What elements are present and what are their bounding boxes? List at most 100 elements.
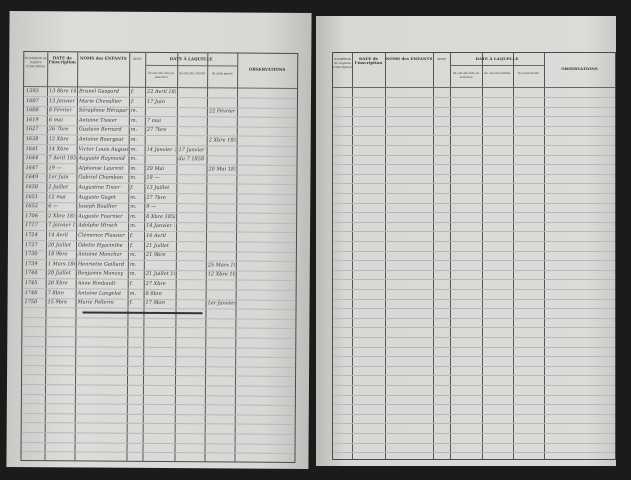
row-names: Brunel Gaspard (79, 88, 120, 95)
ruled-line (333, 173, 615, 175)
row-number: 1706 (25, 212, 38, 219)
row-date: 7 8bre (47, 289, 65, 296)
row-names: Adolphe Hirsch (78, 222, 118, 230)
row-placed: 9 — (146, 204, 157, 211)
ruled-line (333, 442, 615, 444)
row-placed: 21 9bre (145, 252, 166, 259)
row-date: 8 Février (48, 107, 73, 114)
ruled-line (22, 345, 296, 349)
ruled-line (333, 164, 615, 166)
ruled-line (333, 289, 615, 290)
row-names: Auguste Raymond (78, 155, 125, 162)
row-date: 6 mai (48, 117, 63, 124)
ruled-line (333, 337, 615, 338)
header-number: NUMÉROS du registre d'inscription (333, 57, 353, 69)
row-names: Antoine Moncher (77, 251, 122, 258)
column-divider (544, 53, 545, 459)
ruled-line (333, 317, 615, 319)
row-date: 2 Juillet (48, 184, 69, 191)
ruled-line (333, 308, 615, 310)
column-divider (450, 53, 451, 459)
ruled-line (333, 135, 615, 137)
row-date: 26 7bre (48, 126, 69, 133)
ruled-line (333, 375, 615, 377)
row-names: Odette Hyacinthe (77, 242, 123, 249)
header-sex: SEXE (132, 56, 142, 61)
row-number: 1739 (24, 260, 38, 267)
group-divider (450, 65, 544, 66)
header-date-group: DATE À LAQUELLE (475, 56, 519, 61)
ruled-line (333, 260, 615, 262)
row-number: 1638 (25, 136, 39, 143)
column-divider (174, 53, 179, 462)
row-placed: 27 Xbre (145, 280, 166, 288)
row-names: Joseph Boullier (78, 203, 117, 210)
row-placed: 27 7bre (146, 127, 167, 134)
column-divider (204, 53, 209, 462)
row-date: 14 Xbre (48, 145, 69, 152)
row-placed: 8 8bre (145, 290, 163, 297)
row-placed: 21 Juillet 1861 (145, 271, 175, 278)
row-died: 25 Mars 1861 (207, 262, 235, 269)
ruled-line (21, 422, 295, 426)
ruled-line (22, 336, 296, 339)
row-died: 12 Xbre 1861 (207, 271, 235, 278)
register-table-right: NUMÉROS du registre d'inscription DATE de… (332, 52, 616, 460)
header-observations: OBSERVATIONS (561, 66, 598, 71)
column-divider (385, 53, 386, 459)
row-sex: m. (129, 261, 137, 268)
row-date: 15 9bre (47, 299, 68, 306)
ruled-line (333, 183, 615, 185)
row-names: Gustave Bernard (78, 126, 122, 134)
ruled-line (21, 403, 295, 407)
ruled-line (333, 279, 615, 281)
row-number: 1652 (25, 203, 38, 210)
row-placed: 16 Avril (146, 232, 166, 240)
ruled-line (333, 221, 615, 223)
ruled-line (333, 269, 615, 271)
ruled-line (333, 413, 615, 415)
row-date: 13 Janvier 1857 (48, 97, 76, 105)
ruled-line (333, 106, 615, 108)
row-sex: m. (130, 117, 138, 124)
column-divider (352, 53, 353, 459)
row-date: 18 9bre (47, 251, 68, 258)
header-placed: ils ont été mis en nourrice (148, 70, 175, 80)
ruled-line (22, 316, 296, 320)
ruled-line (333, 404, 615, 406)
header-date-group: DATE À LAQUELLE (169, 56, 213, 62)
ruled-line (333, 193, 615, 194)
row-sex: m. (129, 290, 136, 297)
row-names: Anne Rimbault (77, 280, 116, 287)
row-sex: f. (129, 242, 134, 249)
row-date: 20 Juillet (47, 270, 71, 277)
column-divider (482, 53, 483, 459)
row-placed: 22 Avril 1857 (147, 88, 177, 96)
row-date: 14 Avril (48, 232, 68, 239)
row-date: 2 Xbre 1858 (48, 213, 76, 220)
row-number: 1644 (25, 155, 39, 162)
row-date: 13 8bre 1856 (49, 88, 77, 95)
row-placed: 27 7bre (146, 194, 167, 201)
ruled-line (21, 412, 295, 416)
row-names: Marie Chevallier (78, 98, 122, 105)
row-placed: 14 Janvier 1858 (146, 146, 176, 153)
ruled-line (333, 346, 615, 348)
row-names: Antoine Bourgeat (78, 136, 124, 143)
row-names: Benjamin Moncey (77, 270, 124, 278)
row-sex: f. (129, 299, 133, 307)
row-sex: m. (129, 271, 137, 278)
row-number: 1627 (25, 126, 39, 133)
ruled-line (333, 298, 615, 300)
header-number: NUMÉROS du registre d'inscription (24, 56, 47, 69)
ruled-line (333, 212, 615, 214)
row-sex: m. (130, 165, 137, 172)
row-number: 1619 (25, 116, 39, 123)
column-divider (234, 53, 239, 462)
register-table-left: NUMÉROS du registre d'inscription DATE de… (20, 51, 299, 463)
row-number: 1717 (25, 222, 38, 229)
ruled-line (333, 97, 615, 98)
ruled-line (333, 433, 615, 434)
row-sex: m. (130, 175, 137, 182)
row-names: Clémence Plassier (78, 232, 125, 239)
